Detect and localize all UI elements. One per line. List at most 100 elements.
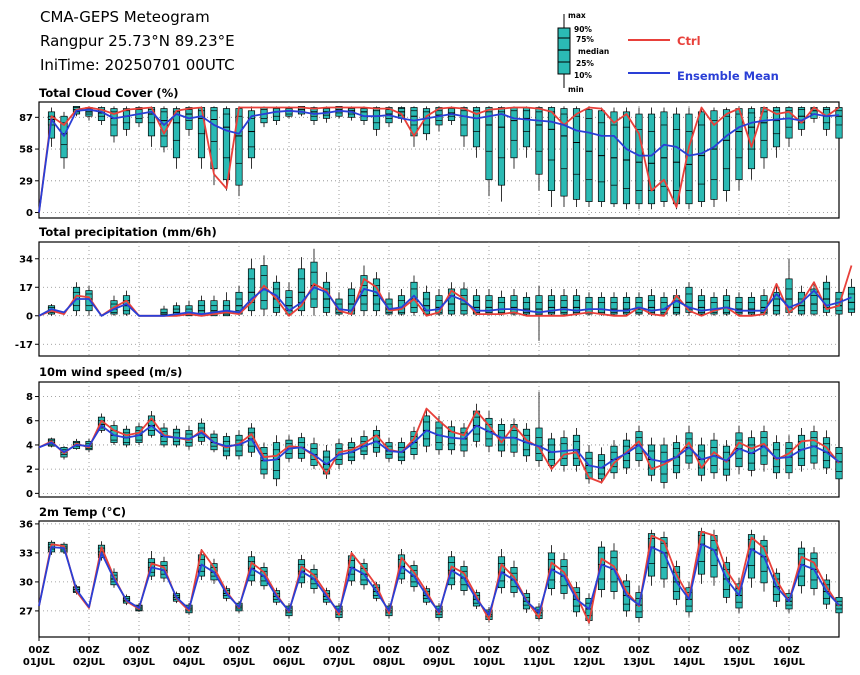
y-tick-label: -17	[15, 340, 33, 351]
box-whisker	[697, 288, 706, 316]
x-hour-label: 00Z	[178, 645, 199, 656]
box-inner	[222, 113, 231, 159]
panel-title: Total Cloud Cover (%)	[39, 86, 178, 100]
panel-3: 10m wind speed (m/s) 8 6 4 2 0	[26, 365, 843, 500]
box-inner	[635, 129, 643, 191]
legend-ctrl-label: Ctrl	[677, 34, 701, 48]
box-inner	[410, 110, 418, 126]
box-whisker	[272, 106, 281, 125]
x-date-label: 10JUL	[473, 657, 506, 668]
box-whisker	[472, 106, 481, 158]
box-whisker	[697, 107, 706, 208]
station-label: Rangpur 25.73°N 89.23°E	[40, 32, 235, 50]
box-whisker	[397, 288, 406, 316]
box-whisker	[735, 292, 743, 316]
box-inner	[747, 302, 756, 313]
box-whisker	[822, 106, 831, 136]
box-inner	[585, 302, 593, 313]
x-hour-label: 00Z	[628, 645, 649, 656]
box-whisker	[272, 435, 281, 487]
box-whisker	[810, 282, 818, 316]
x-date-label: 05JUL	[223, 657, 256, 668]
panel-2: Total precipitation (mm/6h) 34 17 0 -17	[15, 225, 856, 357]
box-whisker	[460, 423, 468, 458]
box-whisker	[547, 288, 556, 316]
x-axis: 00Z01JUL00Z02JUL00Z03JUL00Z04JUL00Z05JUL…	[23, 637, 806, 668]
box-inner	[472, 110, 481, 132]
box-whisker	[597, 107, 606, 208]
y-tick-label: 36	[19, 519, 33, 530]
box-whisker	[197, 295, 206, 317]
box-whisker	[485, 106, 493, 197]
box-inner	[510, 110, 518, 141]
box-inner	[660, 124, 668, 187]
x-hour-label: 00Z	[478, 645, 499, 656]
panel-4: 2m Temp (°C) 36 33 30 27	[19, 505, 843, 638]
panel-title: 2m Temp (°C)	[39, 505, 126, 519]
x-date-label: 02JUL	[73, 657, 106, 668]
box-inner	[847, 293, 856, 310]
box-inner	[547, 111, 556, 161]
box-inner	[610, 302, 618, 313]
box-whisker	[747, 106, 756, 180]
box-inner	[310, 108, 318, 117]
panel-1: Total Cloud Cover (%) 87 58 29 0	[19, 86, 843, 219]
box-whisker	[810, 547, 818, 596]
box-whisker	[422, 106, 431, 141]
box-inner	[497, 302, 506, 313]
box-whisker	[147, 411, 156, 438]
box-inner	[247, 118, 256, 148]
legend-label-max: max	[568, 11, 586, 20]
ensemble-mean-line	[38, 286, 852, 317]
box-inner	[497, 111, 506, 159]
box-whisker	[510, 106, 518, 169]
box-inner	[735, 302, 743, 313]
box-inner	[510, 300, 518, 313]
box-inner	[835, 110, 843, 126]
box-whisker	[635, 107, 643, 210]
box-inner	[522, 302, 531, 313]
x-date-label: 08JUL	[373, 657, 406, 668]
y-tick-label: 34	[19, 254, 33, 265]
y-tick-label: 27	[19, 606, 33, 617]
box-inner	[585, 118, 593, 181]
box-inner	[735, 113, 743, 159]
legend-label-p75: 75%	[576, 35, 594, 44]
box-inner	[722, 115, 731, 170]
box-whisker	[660, 107, 668, 208]
box-inner	[610, 124, 618, 186]
box-whisker	[335, 292, 343, 316]
box-whisker	[622, 107, 631, 210]
box-whisker	[410, 106, 418, 147]
panel-title: Total precipitation (mm/6h)	[39, 225, 217, 239]
box-inner	[772, 298, 781, 312]
x-hour-label: 00Z	[228, 645, 249, 656]
box-inner	[460, 110, 468, 126]
box-whisker	[572, 106, 581, 208]
box-whisker	[722, 288, 731, 316]
x-hour-label: 00Z	[428, 645, 449, 656]
box-whisker	[60, 111, 68, 169]
box-inner	[810, 295, 818, 312]
box-inner	[622, 302, 631, 313]
ensemble-mean-line	[38, 543, 840, 616]
box-inner	[710, 302, 718, 313]
box-whisker	[422, 285, 431, 316]
box-whisker	[247, 258, 256, 316]
ensemble-mean-line	[38, 108, 840, 213]
box-whisker	[672, 107, 681, 210]
panel-title: 10m wind speed (m/s)	[39, 365, 182, 379]
box-whisker	[560, 106, 568, 208]
box-whisker	[160, 305, 168, 317]
box-inner	[647, 300, 656, 313]
box-whisker	[485, 288, 493, 316]
y-tick-label: 29	[19, 176, 33, 187]
y-tick-label: 58	[19, 145, 33, 156]
box-whisker	[660, 531, 668, 588]
box-inner	[760, 111, 768, 141]
x-date-label: 06JUL	[273, 657, 306, 668]
box-inner	[472, 300, 481, 313]
box-whisker	[622, 292, 631, 316]
box-whisker	[610, 107, 618, 208]
